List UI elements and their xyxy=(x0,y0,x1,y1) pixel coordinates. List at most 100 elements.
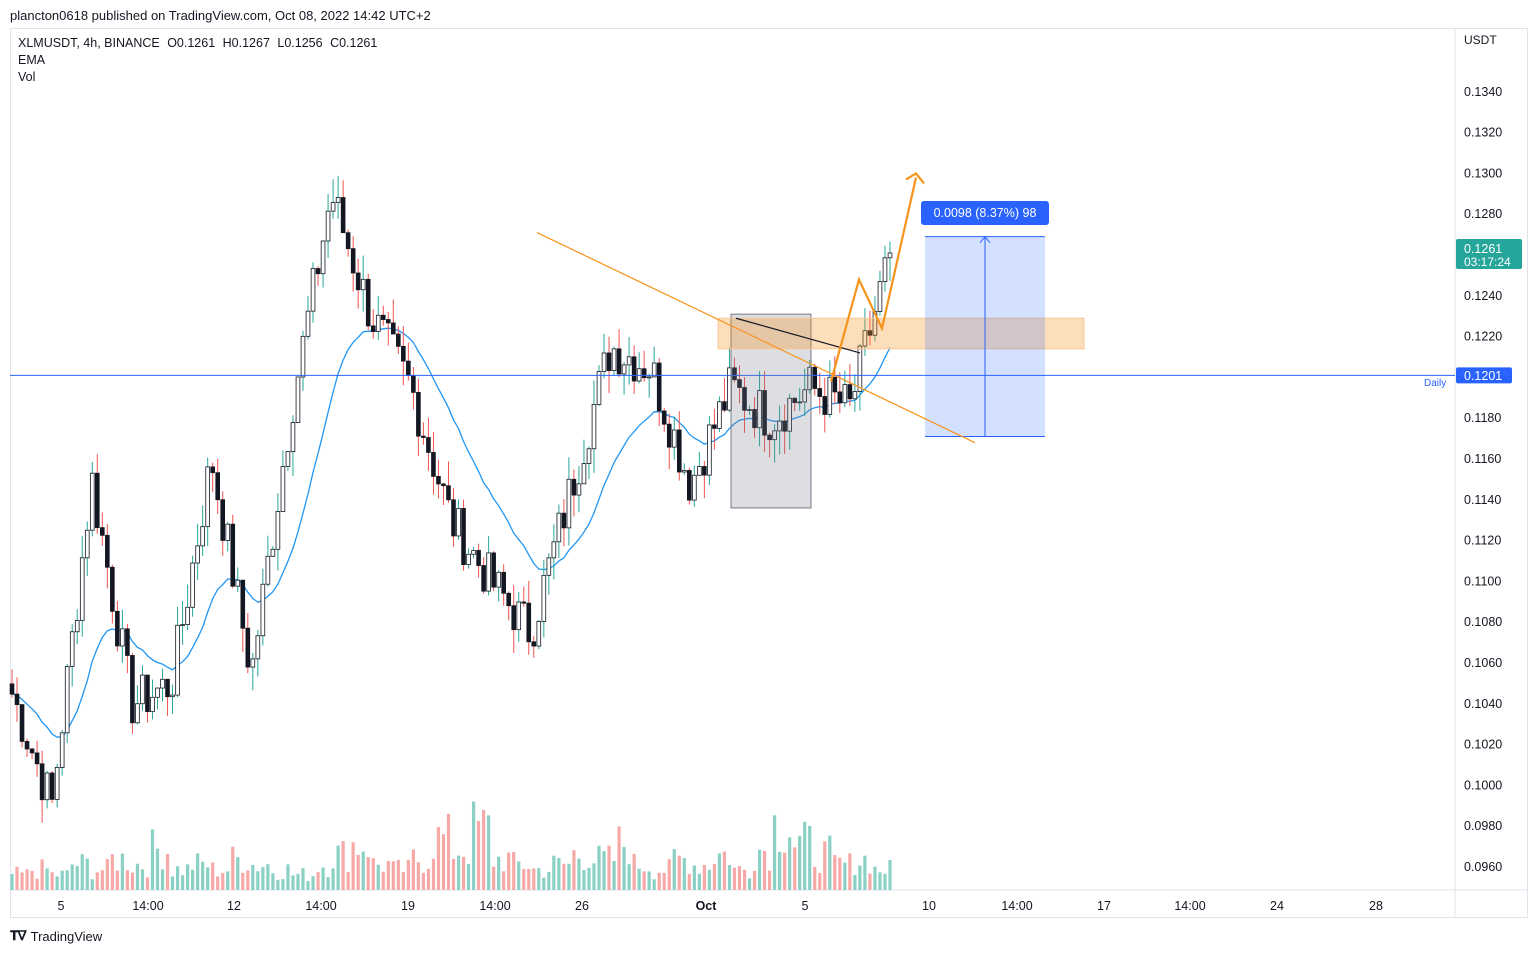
volume-bar xyxy=(446,813,451,890)
candle-body xyxy=(160,678,165,689)
volume-bar xyxy=(607,845,611,890)
y-tick-label: 0.1100 xyxy=(1464,574,1501,588)
candle-body xyxy=(140,674,145,705)
candle-body xyxy=(175,624,180,696)
candle-body xyxy=(441,483,446,487)
volume-bar xyxy=(853,874,857,890)
x-tick-label: 14:00 xyxy=(1174,899,1205,913)
candle-body xyxy=(220,499,226,541)
x-tick-label: 17 xyxy=(1097,899,1111,913)
volume-bar xyxy=(416,862,420,890)
volume-bar xyxy=(20,872,24,890)
candle-body xyxy=(145,674,150,713)
y-tick-label: 0.0980 xyxy=(1464,819,1502,833)
x-tick-label: 5 xyxy=(802,899,809,913)
volume-bar xyxy=(115,870,119,890)
volume-bar xyxy=(567,863,571,890)
volume-bar xyxy=(441,834,446,890)
candle-body xyxy=(692,474,697,501)
y-tick-label: 0.1020 xyxy=(1464,738,1502,752)
volume-bar xyxy=(522,868,526,890)
candle-body xyxy=(89,472,95,531)
volume-bar xyxy=(80,854,84,890)
candle-body xyxy=(54,767,60,800)
volume-bar xyxy=(702,864,706,890)
candle-body xyxy=(185,606,190,626)
candle-body xyxy=(416,391,421,437)
legend-vol[interactable]: Vol xyxy=(18,70,36,84)
volume-bar xyxy=(627,864,631,890)
candle-body xyxy=(742,387,747,411)
y-tick-label: 0.1040 xyxy=(1464,697,1502,711)
volume-bar xyxy=(191,869,195,890)
volume-bar xyxy=(672,849,676,890)
candle-body xyxy=(446,485,451,501)
candle-body xyxy=(235,579,241,587)
volume-bar xyxy=(873,866,877,890)
chart-frame xyxy=(10,28,1528,918)
candle-body xyxy=(536,621,542,647)
volume-bar xyxy=(667,859,671,890)
y-tick-label: 0.1140 xyxy=(1464,493,1501,507)
volume-bar xyxy=(752,870,757,890)
volume-bar xyxy=(231,846,235,890)
volume-bar xyxy=(55,876,59,890)
legend-ema[interactable]: EMA xyxy=(18,53,46,67)
volume-bar xyxy=(226,871,230,890)
volume-bar xyxy=(401,872,405,890)
volume-bar xyxy=(90,879,94,890)
volume-bar xyxy=(692,865,696,890)
volume-bar xyxy=(366,857,370,890)
candle-body xyxy=(14,693,20,706)
volume-bar xyxy=(70,864,74,890)
candle-body xyxy=(365,278,371,327)
volume-bar xyxy=(246,870,250,890)
volume-bar xyxy=(346,872,350,890)
y-tick-label: 0.1240 xyxy=(1464,289,1502,303)
candle-body xyxy=(34,752,40,765)
volume-bars xyxy=(10,801,892,890)
legend-symbol[interactable]: XLMUSDT, 4h, BINANCE xyxy=(18,36,160,50)
candle-body xyxy=(350,248,356,274)
candle-body xyxy=(125,628,130,656)
volume-bar xyxy=(351,842,355,890)
candle-body xyxy=(887,252,893,259)
y-tick-label: 0.0960 xyxy=(1464,860,1502,874)
candle-body xyxy=(355,272,361,291)
volume-bar xyxy=(767,870,772,890)
candle-body xyxy=(64,666,70,734)
candle-body xyxy=(551,541,557,559)
volume-bar xyxy=(888,859,892,890)
candle-body xyxy=(110,566,115,612)
volume-bar xyxy=(436,826,441,890)
volume-bar xyxy=(266,864,270,890)
volume-bar xyxy=(451,858,456,890)
volume-bar xyxy=(868,873,872,890)
volume-bar xyxy=(803,821,807,890)
countdown-text: 03:17:24 xyxy=(1464,255,1511,269)
last-price-badge xyxy=(1456,238,1522,269)
candle-body xyxy=(837,391,843,404)
volume-bar xyxy=(848,853,852,890)
volume-bar xyxy=(296,873,300,890)
volume-bar xyxy=(140,869,145,890)
volume-bar xyxy=(532,868,536,890)
volume-bar xyxy=(196,853,200,890)
candle-body xyxy=(466,553,471,565)
candle-body xyxy=(767,434,772,441)
volume-bar xyxy=(677,855,681,890)
volume-bar xyxy=(843,862,847,890)
candle-body xyxy=(501,571,506,594)
volume-bar xyxy=(487,815,491,890)
volume-bar xyxy=(818,873,822,890)
x-tick-label: 12 xyxy=(227,899,241,913)
candle-body xyxy=(290,422,296,453)
projection-arrow-head-icon xyxy=(905,172,925,185)
volume-bar xyxy=(306,881,310,890)
candle-body xyxy=(255,635,261,660)
candle-body xyxy=(335,197,341,203)
candle-body xyxy=(546,557,552,576)
measure-arrow-head-icon xyxy=(979,235,991,243)
volume-bar xyxy=(201,861,205,890)
